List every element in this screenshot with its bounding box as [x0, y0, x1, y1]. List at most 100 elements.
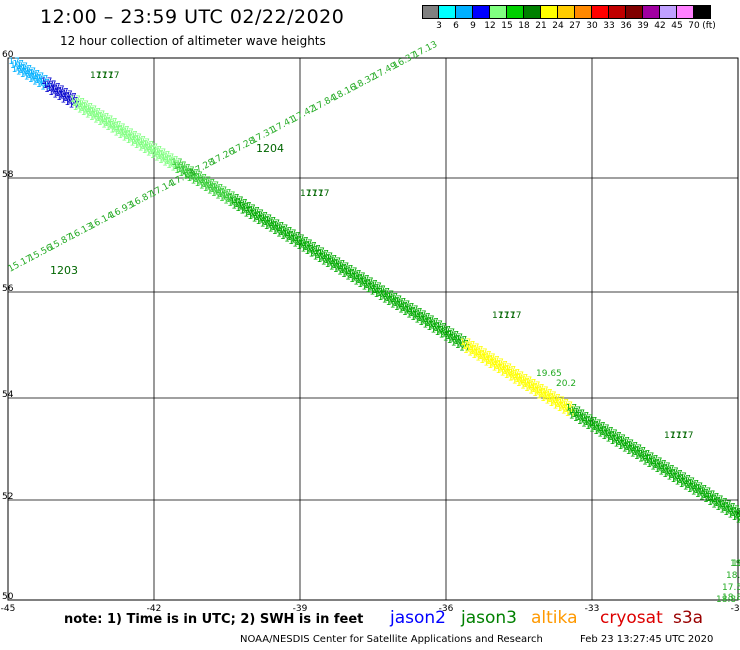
track-value-mark: 17 — [152, 150, 163, 160]
track-value-mark: 17 — [224, 191, 235, 201]
track-value-mark: 17 — [517, 373, 528, 383]
track-value-mark: 17 — [718, 501, 729, 511]
track-value-mark: 17 — [460, 338, 471, 348]
track-value-mark: 17 — [687, 485, 698, 495]
legend-swatch — [439, 5, 456, 19]
track-value-mark: 17 — [337, 268, 348, 278]
track-value-mark: 17 — [673, 474, 684, 484]
track-value-mark: 17 — [471, 351, 482, 361]
track-value-mark: 17 — [528, 386, 539, 396]
track-value-mark: 17 — [63, 94, 74, 104]
track-value-mark: 17 — [319, 253, 330, 263]
track-value-mark: 17 — [537, 386, 548, 396]
track-value-mark: 17 — [151, 146, 162, 156]
track-value-mark: 17 — [703, 495, 714, 505]
track-value-mark: 17 — [500, 369, 511, 379]
track-value-mark: 17 — [419, 313, 430, 323]
track-value-mark: 17 — [24, 73, 35, 83]
track-value-mark: 17 — [636, 451, 647, 461]
track-value-mark: 17 — [394, 303, 405, 313]
track-value-mark: 17 — [422, 321, 433, 331]
track-value-mark: 17 — [557, 404, 568, 414]
track-value-mark: 17 — [413, 312, 424, 322]
track-value-mark: 17 — [136, 140, 147, 150]
track-value-mark: 17 — [73, 103, 84, 113]
track-value-mark: 17 — [492, 358, 503, 368]
track-cluster-mark: 17 — [306, 189, 317, 199]
track-value-mark: 17 — [175, 161, 186, 171]
track-value-mark: 17 — [349, 275, 360, 285]
track-value-mark: 17 — [738, 514, 740, 524]
track-value-mark: 17 — [553, 402, 564, 412]
track-value-mark: 17 — [431, 326, 442, 336]
track-value-mark: 17 — [222, 193, 233, 203]
track-value-mark: 17 — [244, 204, 255, 214]
track-value-mark: 17 — [28, 75, 39, 85]
legend-swatch — [592, 5, 609, 19]
track-value-mark: 17 — [364, 281, 375, 291]
track-value-mark: 17 — [266, 220, 277, 230]
track-value-mark: 17 — [614, 440, 625, 450]
track-value-mark: 17 — [463, 346, 474, 356]
track-value-mark: 17 — [622, 445, 633, 455]
track-value-mark: 17 — [653, 461, 664, 471]
track-value-mark: 17 — [109, 126, 120, 136]
track-value-mark: 17 — [87, 109, 98, 119]
track-value-mark: 17 — [93, 116, 104, 126]
track-value-mark: 17 — [40, 83, 51, 93]
track-value-mark: 17 — [724, 502, 735, 512]
track-cluster-mark: 17 — [504, 311, 515, 321]
track-value-mark: 17 — [358, 275, 369, 285]
track-value-mark: 17 — [590, 419, 601, 429]
track-value-mark: 17 — [388, 296, 399, 306]
track-value-mark: 17 — [688, 480, 699, 490]
track-value-mark: 17 — [257, 211, 268, 221]
track-value-mark: 17 — [695, 490, 706, 500]
track-value-mark: 17 — [720, 500, 731, 510]
track-value-mark: 17 — [443, 333, 454, 343]
track-value-mark: 17 — [48, 88, 59, 98]
track-value-mark: 17 — [59, 91, 70, 101]
track-value-mark: 17 — [55, 89, 66, 99]
track-value-mark: 17 — [606, 429, 617, 439]
track-value-mark: 17 — [470, 347, 481, 357]
track-value-mark: 17 — [706, 494, 717, 504]
track-value-mark: 17 — [662, 470, 673, 480]
track-value-mark: 17 — [278, 228, 289, 238]
track-value-mark: 17 — [223, 197, 234, 207]
track-value-mark: 17 — [562, 401, 573, 411]
descending-value-label: 19.8 — [730, 559, 740, 569]
descending-value-label: 18.9 — [726, 571, 740, 581]
track-value-mark: 17 — [165, 157, 176, 167]
track-value-mark: 17 — [484, 353, 495, 363]
lat-label: 50 — [2, 592, 14, 602]
track-value-mark: 17 — [341, 270, 352, 280]
legend-label: 15 — [501, 21, 513, 31]
legend-label: 42 — [654, 21, 666, 31]
track-value-mark: 17 — [447, 336, 458, 346]
track-value-mark: 17 — [632, 448, 643, 458]
track-value-mark: 17 — [440, 325, 451, 335]
track-value-mark: 17 — [122, 128, 133, 138]
track-value-mark: 17 — [696, 485, 707, 495]
track-value-mark: 17 — [10, 61, 21, 71]
track-value-mark: 17 — [679, 480, 690, 490]
track-value-mark: 17 — [250, 210, 261, 220]
track-value-mark: 17 — [439, 331, 450, 341]
legend-label: 39 — [637, 21, 649, 31]
track-value-mark: 17 — [169, 160, 180, 170]
track-value-mark: 17 — [323, 256, 334, 266]
track-value-mark: 17 — [547, 395, 558, 405]
track-value-mark: 17 — [619, 437, 630, 447]
track-value-mark: 17 — [581, 419, 592, 429]
track-value-mark: 17 — [208, 181, 219, 191]
track-value-mark: 17 — [563, 405, 574, 415]
track-value-mark: 17 — [117, 131, 128, 141]
legend-swatch — [660, 5, 677, 19]
track-value-mark: 17 — [498, 365, 509, 375]
track-value-mark: 17 — [246, 208, 257, 218]
track-value-mark: 17 — [736, 516, 740, 526]
track-value-mark: 17 — [452, 333, 463, 343]
track-cluster-mark: 17 — [498, 311, 509, 321]
track-value-mark: 17 — [260, 219, 271, 229]
